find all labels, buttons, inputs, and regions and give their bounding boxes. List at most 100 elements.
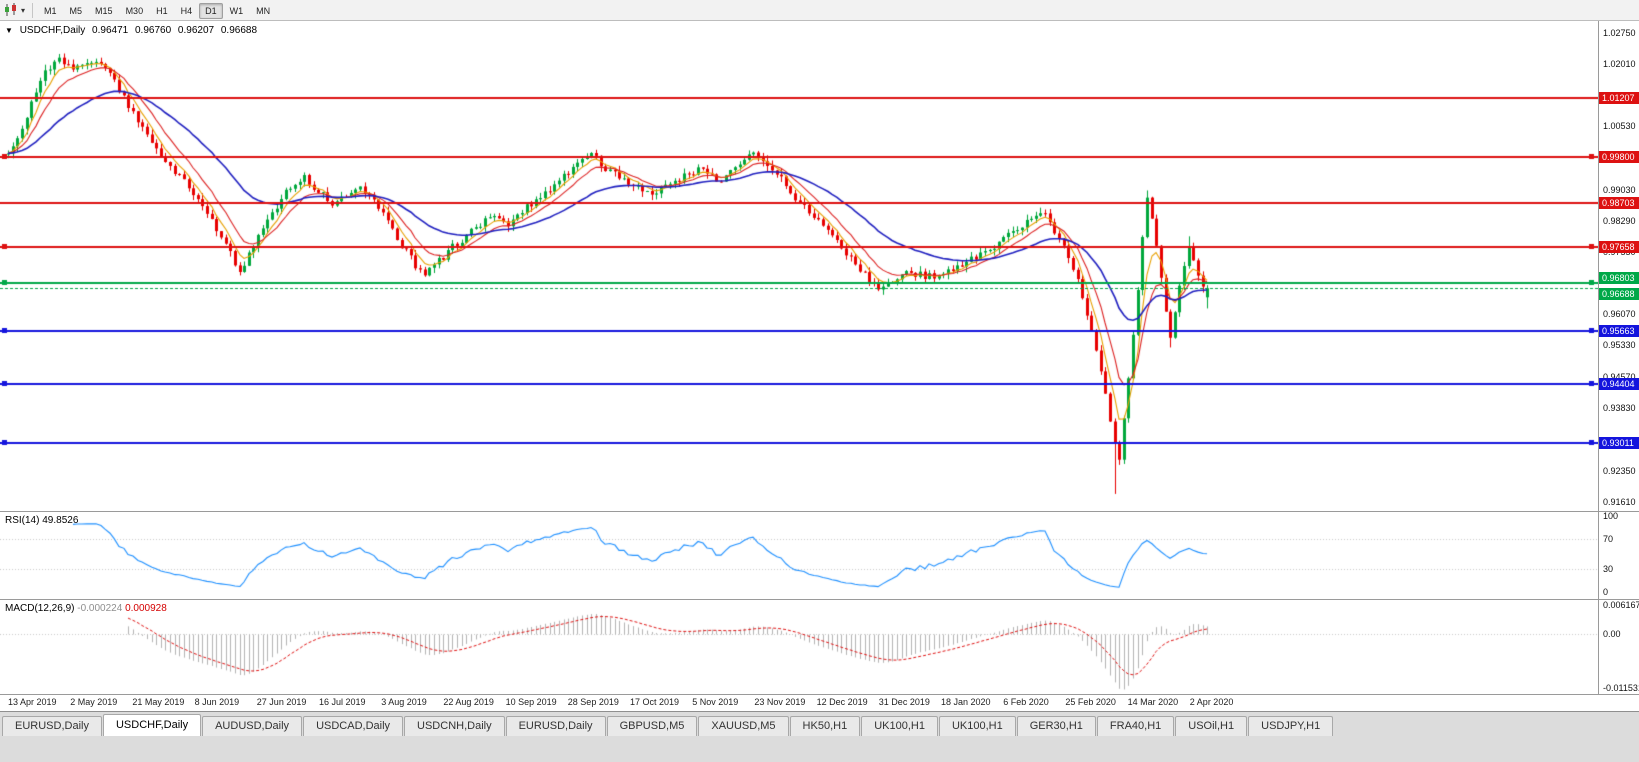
date-axis-label: 16 Jul 2019 xyxy=(319,697,366,707)
chart-tab-usdcnh-daily[interactable]: USDCNH,Daily xyxy=(404,716,505,736)
rsi-pane-header: RSI(14) 49.8526 xyxy=(5,515,78,526)
macd-main-value: -0.000224 xyxy=(77,603,123,614)
chart-open-value: 0.96471 xyxy=(92,25,129,36)
date-axis-label: 3 Aug 2019 xyxy=(381,697,427,707)
rsi-axis-label: 70 xyxy=(1603,533,1614,544)
chart-area: ▼ USDCHF,Daily 0.96471 0.96760 0.96207 0… xyxy=(0,21,1639,711)
chart-tab-uk100-h1[interactable]: UK100,H1 xyxy=(938,716,1016,736)
price-tick-label: 1.02750 xyxy=(1603,28,1636,39)
macd-axis-label: -0.011531 xyxy=(1603,683,1639,693)
chart-tab-hk50-h1[interactable]: HK50,H1 xyxy=(789,716,861,736)
date-axis-label: 13 Apr 2019 xyxy=(8,697,57,707)
timeframe-button-M1[interactable]: M1 xyxy=(44,6,57,16)
chart-tab-audusd-daily[interactable]: AUDUSD,Daily xyxy=(202,716,303,736)
chart-type-dropdown-caret[interactable]: ▾ xyxy=(21,5,26,15)
date-axis-label: 12 Dec 2019 xyxy=(816,697,868,707)
date-axis-label: 18 Jan 2020 xyxy=(941,697,991,707)
price-axis-separator xyxy=(1598,21,1599,694)
timeframe-button-M30[interactable]: M30 xyxy=(125,6,144,16)
macd-signal-value: 0.000928 xyxy=(125,603,167,614)
chart-tab-eurusd-daily[interactable]: EURUSD,Daily xyxy=(2,716,102,736)
rsi-axis-label: 100 xyxy=(1603,511,1619,521)
macd-axis-label: 0.006167 xyxy=(1603,600,1639,610)
timeframe-button-M15[interactable]: M15 xyxy=(95,6,113,16)
chart-symbol-period: USDCHF,Daily xyxy=(19,25,86,36)
chart-high-value: 0.96760 xyxy=(134,25,172,36)
rsi-title: RSI(14) xyxy=(5,515,40,526)
date-axis-label: 2 Apr 2020 xyxy=(1189,697,1234,707)
timeframe-button-W1[interactable]: W1 xyxy=(229,6,244,16)
chart-tab-xauusd-m5[interactable]: XAUUSD,M5 xyxy=(698,716,789,736)
chart-tab-ger30-h1[interactable]: GER30,H1 xyxy=(1016,716,1096,736)
date-axis-label: 27 Jun 2019 xyxy=(256,697,307,707)
chart-menu-caret[interactable]: ▼ xyxy=(5,26,13,35)
price-tick-label: 0.96070 xyxy=(1603,309,1636,320)
rsi-current-value: 49.8526 xyxy=(42,515,79,526)
price-level-badge: 0.98703 xyxy=(1599,197,1639,210)
chart-tab-uk100-h1[interactable]: UK100,H1 xyxy=(861,716,938,736)
macd-title: MACD(12,26,9) xyxy=(5,603,75,614)
price-tick-label: 1.02010 xyxy=(1603,59,1636,70)
chart-tab-usoil-h1[interactable]: USOil,H1 xyxy=(1175,716,1248,736)
macd-indicator-canvas[interactable] xyxy=(0,599,1598,694)
chart-tab-usdchf-daily[interactable]: USDCHF,Daily xyxy=(102,714,202,736)
chart-tab-bar: EURUSD,Daily USDCHF,Daily AUDUSD,Daily USDC… xyxy=(0,711,1639,762)
chart-header: ▼ USDCHF,Daily 0.96471 0.96760 0.96207 0… xyxy=(5,25,261,36)
price-level-badge: 0.96803 xyxy=(1599,272,1639,285)
date-axis-label: 17 Oct 2019 xyxy=(630,697,680,707)
price-level-badge: 0.95663 xyxy=(1599,325,1639,338)
date-axis-label: 14 Mar 2020 xyxy=(1127,697,1179,707)
price-tick-label: 0.95330 xyxy=(1603,340,1636,351)
macd-pane-header: MACD(12,26,9) -0.000224 0.000928 xyxy=(5,603,167,614)
price-tick-label: 0.92350 xyxy=(1603,465,1636,476)
timeframe-button-H4[interactable]: H4 xyxy=(180,6,193,16)
date-axis-label: 21 May 2019 xyxy=(132,697,185,707)
price-level-badge: 1.01207 xyxy=(1599,91,1639,104)
timeframe-button-M5[interactable]: M5 xyxy=(69,6,83,16)
chart-close-value: 0.96688 xyxy=(220,25,258,36)
toolbar-separator xyxy=(32,2,34,18)
date-axis-label: 10 Sep 2019 xyxy=(505,697,557,707)
macd-axis-label: 0.00 xyxy=(1603,628,1621,639)
date-axis-label: 31 Dec 2019 xyxy=(878,697,930,707)
chart-tab-eurusd-daily[interactable]: EURUSD,Daily xyxy=(505,716,606,736)
chart-tab-usdjpy-h1[interactable]: USDJPY,H1 xyxy=(1248,716,1334,736)
rsi-indicator-canvas[interactable] xyxy=(0,511,1598,599)
pane-separator[interactable] xyxy=(0,599,1639,600)
date-axis-label: 23 Nov 2019 xyxy=(754,697,806,707)
price-tick-label: 0.93830 xyxy=(1603,403,1636,414)
chart-low-value: 0.96207 xyxy=(177,25,215,36)
chart-tab-gbpusd-m5[interactable]: GBPUSD,M5 xyxy=(606,716,698,736)
price-tick-label: 0.99030 xyxy=(1603,184,1636,195)
price-tick-label: 0.94570 xyxy=(1603,372,1636,382)
price-tick-label: 0.98290 xyxy=(1603,215,1636,226)
date-axis[interactable]: 13 Apr 2019 2 May 2019 21 May 2019 8 Jun 20… xyxy=(0,694,1598,711)
pane-separator[interactable] xyxy=(0,694,1639,695)
price-axis[interactable]: 1.027501.020101.005300.990300.982900.975… xyxy=(1599,21,1639,711)
pane-separator[interactable] xyxy=(0,511,1639,512)
price-chart-canvas[interactable] xyxy=(0,21,1598,511)
date-axis-label: 25 Feb 2020 xyxy=(1065,697,1116,707)
timeframe-button-H1[interactable]: H1 xyxy=(156,6,168,16)
rsi-axis-label: 0 xyxy=(1603,587,1609,597)
date-axis-label: 22 Aug 2019 xyxy=(443,697,494,707)
price-level-badge: 0.93011 xyxy=(1599,436,1639,449)
timeframe-toolbar: ▾ M1 M5 M15 M30 H1 H4 D1 W1 MN xyxy=(0,0,1639,21)
date-axis-label: 28 Sep 2019 xyxy=(567,697,619,707)
chart-type-icon[interactable] xyxy=(4,3,18,17)
date-axis-label: 2 May 2019 xyxy=(70,697,118,707)
price-level-badge: 0.99800 xyxy=(1599,151,1639,164)
date-axis-label: 6 Feb 2020 xyxy=(1003,697,1049,707)
chart-tab-usdcad-daily[interactable]: USDCAD,Daily xyxy=(303,716,404,736)
timeframe-button-MN[interactable]: MN xyxy=(256,6,271,16)
price-level-badge: 0.97658 xyxy=(1599,241,1639,254)
price-tick-label: 1.00530 xyxy=(1603,121,1636,132)
timeframe-button-D1[interactable]: D1 xyxy=(199,3,223,19)
price-level-badge: 0.94404 xyxy=(1599,378,1639,391)
chart-tab-fra40-h1[interactable]: FRA40,H1 xyxy=(1096,716,1175,736)
date-axis-label: 8 Jun 2019 xyxy=(194,697,240,707)
price-tick-label: 0.91610 xyxy=(1603,496,1636,507)
price-level-badge: 0.96688 xyxy=(1599,288,1639,301)
timeframe-button-group: M1 M5 M15 M30 H1 H4 D1 W1 MN xyxy=(38,1,277,19)
